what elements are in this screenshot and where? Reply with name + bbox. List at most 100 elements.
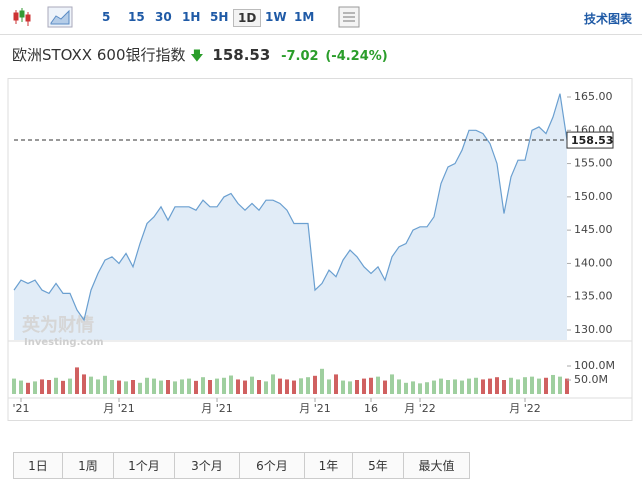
volume-bar (271, 374, 275, 394)
volume-bar (110, 380, 114, 394)
volume-bar (89, 376, 93, 394)
down-arrow: 🡇 (190, 49, 204, 64)
volume-bar (509, 377, 513, 394)
chart-frame (7, 78, 633, 421)
volume-bar (131, 380, 135, 394)
volume-bar (68, 378, 72, 394)
change: -7.02 (281, 49, 319, 64)
volume-bar (47, 380, 51, 394)
volume-bar (467, 378, 471, 394)
y-tick-label: 165.00 (574, 90, 613, 103)
volume-bar (215, 378, 219, 394)
x-tick-label: 月 '21 (299, 402, 331, 415)
last-price-box (566, 131, 614, 149)
volume-bar (362, 378, 366, 394)
volume-bar (278, 378, 282, 394)
volume-bar (117, 380, 121, 394)
watermark-site: Investing.com (24, 337, 104, 348)
toolbar: 技术图表 5 15 30 1H 5H 1D 1W 1M (0, 0, 642, 35)
volume-bar (19, 380, 23, 394)
volume-bar (369, 377, 373, 394)
interval-button[interactable]: 15 (128, 10, 145, 24)
y-tick-label: 150.00 (574, 190, 613, 203)
volume-bar (348, 381, 352, 394)
range-buttons: 1日 1周 1个月 3个月 6个月 1年 5年 最大值 (13, 452, 470, 479)
volume-bar (551, 374, 555, 394)
volume-bar (327, 379, 331, 394)
range-button[interactable]: 1个月 (114, 453, 175, 478)
volume-bar (194, 380, 198, 394)
x-tick-label: 月 '22 (404, 402, 436, 415)
volume-bar (474, 377, 478, 394)
volume-bar (502, 380, 506, 394)
interval-button[interactable]: 5H (210, 10, 229, 24)
volume-bar (208, 380, 212, 394)
volume-bar (565, 378, 569, 394)
range-button[interactable]: 1年 (305, 453, 353, 478)
watermark-brand: 英为财情 (21, 314, 94, 336)
volume-bar (159, 380, 163, 394)
volume-bar (397, 379, 401, 394)
volume-bar (292, 380, 296, 394)
volume-bar (390, 374, 394, 394)
last-price-label: 158.53 (571, 134, 613, 147)
volume-bar (152, 378, 156, 394)
volume-bar (355, 380, 359, 394)
interval-button[interactable]: 1H (182, 10, 201, 24)
technical-chart-link[interactable]: 技术图表 (583, 12, 632, 26)
volume-bar (418, 383, 422, 394)
y-tick-label: 140.00 (574, 256, 613, 269)
volume-bar (411, 381, 415, 394)
settings-icon[interactable] (338, 6, 360, 28)
range-button[interactable]: 1日 (14, 453, 63, 478)
volume-bar (96, 379, 100, 394)
volume-bar (138, 382, 142, 394)
volume-bar (544, 377, 548, 394)
volume-bar (173, 381, 177, 394)
range-button[interactable]: 3个月 (175, 453, 240, 478)
volume-bar (243, 380, 247, 394)
range-button[interactable]: 6个月 (240, 453, 305, 478)
interval-button[interactable]: 1M (294, 10, 315, 24)
volume-bar (516, 379, 520, 394)
volume-bar (166, 380, 170, 394)
x-tick-label: 16 (364, 402, 378, 415)
volume-bar (40, 379, 44, 394)
interval-button[interactable]: 1W (265, 10, 287, 24)
price-line (13, 93, 568, 322)
volume-bar (425, 382, 429, 394)
volume-bar (313, 375, 317, 394)
volume-bar (26, 382, 30, 394)
volume-bar (236, 379, 240, 394)
y-tick-label: 135.00 (574, 290, 613, 303)
volume-bar (453, 379, 457, 394)
volume-bar (145, 377, 149, 394)
volume-bar (439, 378, 443, 394)
y-tick-label: 145.00 (574, 223, 613, 236)
interval-button[interactable]: 1D (233, 9, 262, 27)
volume-bar (341, 380, 345, 394)
volume-bar (250, 376, 254, 394)
volume-bar (495, 377, 499, 394)
volume-bar (488, 378, 492, 394)
volume-bar (404, 382, 408, 394)
volume-bar (537, 378, 541, 394)
instrument-header: 欧洲STOXX 600银行指数 🡇 158.53 -7.02 (-4.24%) (12, 44, 388, 69)
y2-tick-label: 50.0M (574, 373, 608, 386)
volume-bar (82, 374, 86, 394)
volume-bar (432, 380, 436, 394)
range-button[interactable]: 5年 (353, 453, 404, 478)
interval-button[interactable]: 5 (102, 10, 111, 24)
chart-type-icons[interactable] (0, 0, 100, 34)
interval-button[interactable]: 30 (155, 10, 172, 24)
x-tick-label: '21 (12, 402, 29, 415)
x-tick-label: 月 '21 (201, 402, 233, 415)
y2-tick-label: 100.0M (574, 359, 615, 372)
range-button[interactable]: 1周 (63, 453, 114, 478)
volume-bar (222, 377, 226, 394)
volume-bar (558, 376, 562, 394)
y-tick-label: 155.00 (574, 157, 613, 170)
volume-bar (124, 381, 128, 394)
range-button[interactable]: 最大值 (404, 453, 469, 478)
